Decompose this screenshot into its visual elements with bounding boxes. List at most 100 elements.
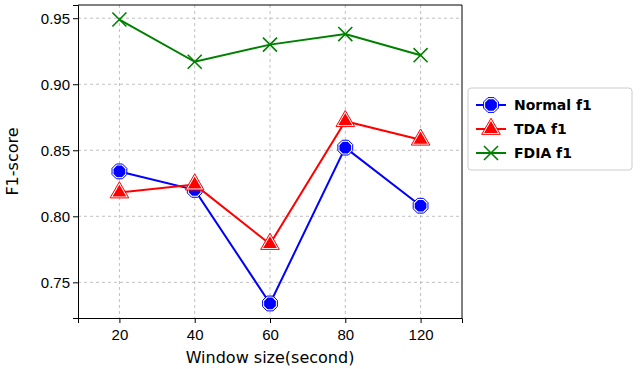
- tick-mark: [345, 318, 346, 323]
- tick-label: 0.90: [41, 76, 70, 93]
- x-axis-title: Window size(second): [186, 348, 355, 367]
- marker: [112, 13, 126, 27]
- axis-line: [73, 6, 79, 319]
- marker-shape: [263, 38, 277, 52]
- marker-shape: [113, 165, 126, 178]
- tick-label: 120: [409, 326, 434, 343]
- tick-mark: [270, 318, 271, 323]
- tick-label: 0.75: [41, 274, 70, 291]
- tick: 60: [262, 318, 279, 343]
- tick: 0.80: [41, 208, 78, 225]
- tick: 80: [337, 318, 354, 343]
- tick: 0.95: [41, 10, 78, 27]
- axis-line: [79, 319, 463, 324]
- chart: 20 40 60 80 120 0.75 0.80 0.85 0.90 0.95 Window si…: [0, 0, 640, 369]
- tick-mark: [73, 216, 78, 217]
- marker-shape: [338, 140, 353, 155]
- grid-line: [270, 5, 271, 318]
- tick-mark: [73, 84, 78, 85]
- marker: [338, 27, 352, 41]
- legend-item: FDIA f1: [476, 145, 572, 161]
- marker-shape: [110, 182, 129, 198]
- frame: [78, 5, 462, 6]
- marker-shape: [263, 296, 278, 311]
- marker: [263, 296, 278, 311]
- marker-shape: [413, 131, 429, 145]
- tick-label: 80: [337, 326, 354, 343]
- marker-shape: [262, 235, 278, 249]
- marker: [112, 164, 127, 179]
- legend-label: Normal f1: [514, 97, 592, 113]
- grid-line: [194, 5, 195, 318]
- grid-line: [420, 5, 421, 318]
- marker-shape: [264, 297, 277, 310]
- legend-label: FDIA f1: [514, 145, 572, 161]
- marker-shape: [336, 110, 355, 126]
- tick: 120: [409, 318, 434, 343]
- marker-shape: [261, 233, 280, 249]
- x-axis: 20 40 60 80 120: [79, 318, 463, 343]
- grid: [78, 5, 462, 318]
- marker-shape: [482, 118, 501, 134]
- tick-mark: [421, 318, 422, 323]
- marker-shape: [111, 183, 127, 197]
- marker: [338, 140, 353, 155]
- marker: [261, 233, 280, 249]
- tick-mark: [73, 282, 78, 283]
- marker: [411, 129, 430, 145]
- marker-shape: [185, 174, 204, 190]
- y-axis: 0.75 0.80 0.85 0.90 0.95: [41, 6, 79, 319]
- marker-shape: [339, 141, 352, 154]
- tick-label: 0.85: [41, 142, 70, 159]
- series-group: [110, 13, 430, 311]
- marker-shape: [414, 199, 427, 212]
- series-line: [119, 20, 420, 62]
- tick-mark: [195, 318, 196, 323]
- tick: 0.75: [41, 274, 78, 291]
- tick: 40: [187, 318, 204, 343]
- tick-label: 0.80: [41, 208, 70, 225]
- marker-shape: [485, 99, 498, 112]
- marker: [413, 198, 428, 213]
- grid-line: [119, 5, 120, 318]
- legend-item: Normal f1: [476, 97, 592, 113]
- legend-label: TDA f1: [514, 121, 567, 137]
- tick-mark: [119, 318, 120, 323]
- marker: [414, 48, 428, 62]
- marker-shape: [112, 164, 127, 179]
- legend: Normal f1 TDA f1 FDIA f1: [468, 88, 632, 170]
- marker-shape: [413, 198, 428, 213]
- marker-shape: [483, 120, 499, 134]
- y-axis-title: F1-score: [3, 127, 22, 195]
- legend-box: [468, 88, 632, 170]
- tick: 0.90: [41, 76, 78, 93]
- tick-label: 40: [187, 326, 204, 343]
- grid-line: [345, 5, 346, 318]
- frame: [462, 5, 463, 318]
- marker-shape: [414, 48, 428, 62]
- legend-item: TDA f1: [476, 118, 567, 137]
- marker-shape: [337, 112, 353, 126]
- legend-marker: [484, 98, 499, 113]
- marker: [336, 110, 355, 126]
- legend-marker: [482, 118, 501, 134]
- tick-mark: [73, 150, 78, 151]
- marker: [263, 38, 277, 52]
- marker-shape: [484, 146, 498, 160]
- marker: [188, 55, 202, 69]
- series-line: [119, 121, 420, 244]
- marker-shape: [112, 13, 126, 27]
- marker-shape: [484, 98, 499, 113]
- tick: 0.85: [41, 142, 78, 159]
- legend-marker: [484, 146, 498, 160]
- marker-shape: [188, 55, 202, 69]
- plot-area: 20 40 60 80 120 0.75 0.80 0.85 0.90 0.95: [41, 5, 463, 343]
- marker-shape: [411, 129, 430, 145]
- tick-label: 20: [112, 326, 129, 343]
- marker-shape: [187, 175, 203, 189]
- series-line: [119, 148, 420, 304]
- tick-mark: [73, 18, 78, 19]
- marker: [185, 174, 204, 190]
- marker-shape: [338, 27, 352, 41]
- marker: [110, 182, 129, 198]
